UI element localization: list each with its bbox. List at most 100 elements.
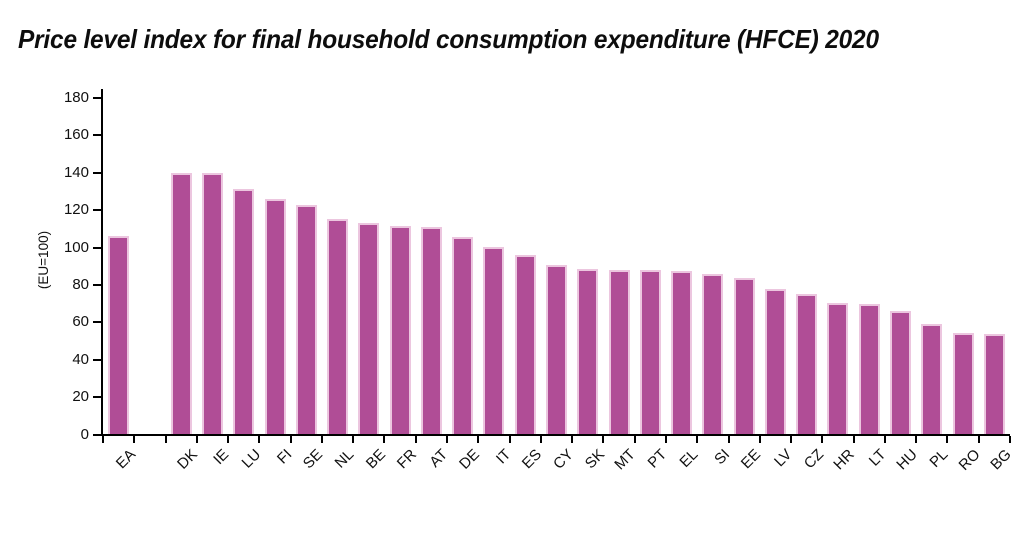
bar-LU[interactable] (233, 189, 255, 434)
x-axis-label-FI: FI (273, 446, 296, 468)
bar-SK[interactable] (577, 268, 599, 434)
x-axis-label-LU: LU (238, 446, 264, 472)
bar-EA[interactable] (108, 235, 130, 434)
bar-PT[interactable] (639, 269, 661, 434)
x-axis-label-SI: SI (710, 446, 733, 469)
x-tick (634, 436, 636, 443)
x-tick (915, 436, 917, 443)
chart-title: Price level index for final household co… (18, 24, 879, 54)
x-tick (696, 436, 698, 443)
x-tick (446, 436, 448, 443)
y-tick (93, 283, 101, 286)
bar-SE[interactable] (295, 205, 317, 434)
x-axis-label-EE: EE (738, 446, 765, 473)
x-tick (509, 436, 511, 443)
x-axis-label-SE: SE (300, 446, 327, 473)
bar-FR[interactable] (389, 225, 411, 434)
x-axis-label-CY: CY (549, 446, 577, 473)
bar-DE[interactable] (452, 236, 474, 434)
y-tick-label: 40 (72, 350, 89, 368)
y-tick-label: 140 (63, 163, 89, 181)
bar-CY[interactable] (546, 265, 567, 434)
y-tick (93, 171, 101, 174)
x-axis-label-AT: AT (426, 446, 452, 471)
y-tick (93, 396, 101, 399)
bar-MT[interactable] (608, 269, 630, 434)
x-axis-label-EA: EA (112, 446, 139, 473)
x-axis-label-DE: DE (455, 446, 483, 473)
x-axis-label-FR: FR (393, 446, 421, 473)
x-axis-label-NL: NL (332, 446, 358, 472)
bar-SI[interactable] (702, 273, 724, 434)
bar-BE[interactable] (358, 223, 380, 434)
y-tick (93, 209, 101, 212)
x-tick (196, 436, 198, 443)
y-tick-label: 80 (72, 275, 89, 293)
x-axis-label-DK: DK (174, 446, 202, 473)
bar-IE[interactable] (201, 173, 223, 434)
y-tick (93, 358, 101, 361)
bar-FI[interactable] (264, 199, 286, 434)
x-tick (165, 436, 167, 443)
x-tick (853, 436, 855, 443)
x-axis-label-IT: IT (492, 446, 514, 468)
x-axis-label-BG: BG (987, 446, 1015, 474)
bar-HR[interactable] (827, 303, 849, 434)
y-tick (93, 321, 101, 324)
x-tick (790, 436, 792, 443)
x-axis-label-PT: PT (644, 446, 671, 472)
y-tick-label: 100 (63, 238, 89, 256)
x-tick (290, 436, 292, 443)
x-axis-label-HU: HU (893, 446, 921, 474)
y-tick (93, 246, 101, 249)
plot-area: 0 20 40 60 80 100 120 140 160 180 EA DK IE LU FI SE NL BE… (64, 89, 1014, 474)
x-tick (571, 436, 573, 443)
x-tick (352, 436, 354, 443)
x-axis-label-LV: LV (771, 446, 796, 471)
bar-LV[interactable] (764, 288, 786, 434)
bar-RO[interactable] (952, 333, 974, 434)
y-tick-label: 180 (63, 88, 89, 106)
bar-HU[interactable] (890, 311, 912, 434)
x-axis-label-MT: MT (611, 446, 640, 474)
x-axis-label-RO: RO (955, 446, 984, 474)
x-tick (728, 436, 730, 443)
y-tick-label: 60 (72, 313, 89, 331)
x-tick (540, 436, 542, 443)
bar-NL[interactable] (327, 219, 349, 434)
x-axis-label-SK: SK (581, 446, 608, 473)
y-tick (93, 134, 101, 137)
x-tick (978, 436, 980, 443)
x-axis-label-IE: IE (210, 446, 233, 469)
bar-EL[interactable] (671, 271, 693, 434)
x-tick (821, 436, 823, 443)
x-tick (258, 436, 260, 443)
bar-LT[interactable] (858, 303, 880, 434)
x-tick (946, 436, 948, 443)
x-tick (321, 436, 323, 443)
x-tick (665, 436, 667, 443)
y-tick-label: 20 (72, 388, 89, 406)
y-tick-label: 160 (63, 126, 89, 144)
x-tick (415, 436, 417, 443)
bar-PL[interactable] (921, 324, 943, 434)
x-axis-label-BE: BE (362, 446, 389, 473)
x-tick (884, 436, 886, 443)
x-tick (759, 436, 761, 443)
bar-EE[interactable] (733, 278, 755, 434)
bar-AT[interactable] (420, 227, 442, 434)
bar-DK[interactable] (170, 173, 192, 434)
x-tick (133, 436, 135, 443)
bar-ES[interactable] (514, 254, 536, 434)
y-tick-label: 0 (80, 425, 89, 443)
x-tick (227, 436, 229, 443)
bar-CZ[interactable] (796, 293, 818, 434)
y-tick-label: 120 (63, 201, 89, 219)
x-tick (1009, 436, 1011, 443)
bar-BG[interactable] (983, 334, 1005, 434)
x-axis-label-CZ: CZ (800, 446, 827, 473)
x-axis-label-HR: HR (830, 446, 859, 474)
x-tick (383, 436, 385, 443)
bar-IT[interactable] (483, 247, 505, 434)
